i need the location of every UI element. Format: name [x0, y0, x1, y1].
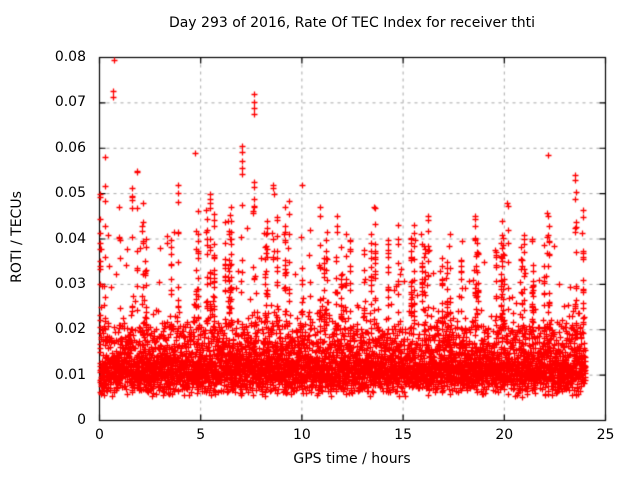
y-tick-label-0.03: 0.03: [54, 275, 86, 292]
y-tick-label-0.01: 0.01: [54, 366, 86, 383]
y-tick-label-0.07: 0.07: [54, 94, 86, 111]
y-axis-label: ROTI / TECUs: [9, 191, 25, 283]
x-tick-label-20: 20: [495, 427, 514, 443]
x-tick-label-0: 0: [95, 427, 104, 443]
x-tick-label-25: 25: [596, 427, 615, 443]
y-tick-label-0.08: 0.08: [54, 49, 86, 65]
y-tick-label-0.05: 0.05: [54, 185, 86, 202]
chart-title: Day 293 of 2016, Rate Of TEC Index for r…: [168, 15, 536, 31]
x-tick-label-15: 15: [394, 427, 412, 443]
x-tick-label-5: 5: [196, 427, 206, 443]
y-tick-label-0.06: 0.06: [54, 139, 86, 156]
x-axis-label: GPS time / hours: [293, 451, 411, 467]
x-tick-label-10: 10: [292, 427, 311, 443]
y-tick-label-0.04: 0.04: [54, 230, 86, 247]
y-tick-label-0.02: 0.02: [54, 321, 86, 338]
y-tick-label-0: 0: [77, 412, 86, 428]
